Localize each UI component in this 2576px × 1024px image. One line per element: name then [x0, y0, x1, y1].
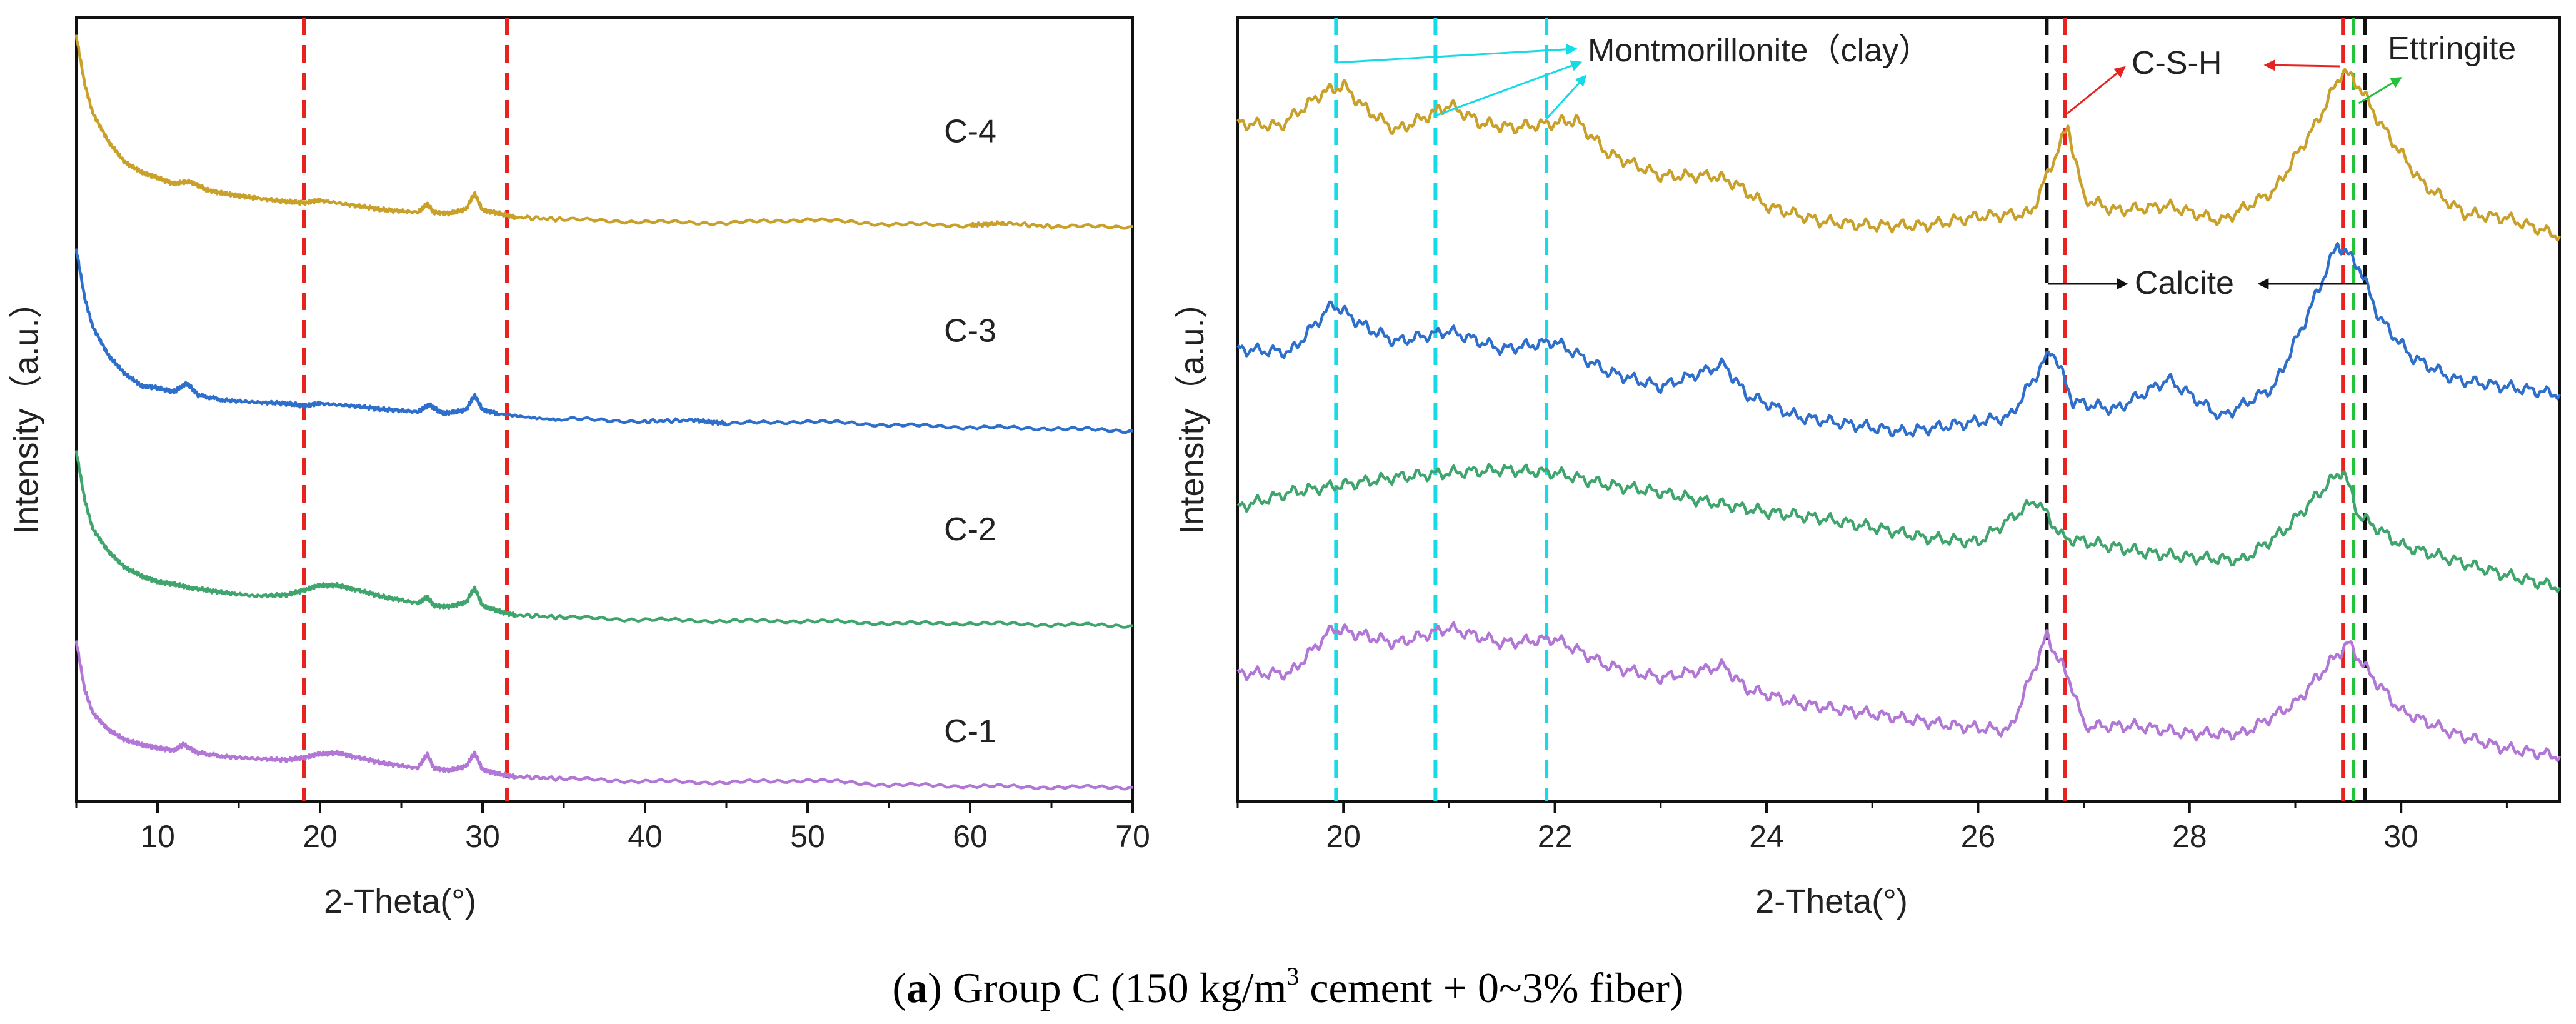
annotation-ettringite: Ettringite [2388, 31, 2516, 67]
series-label: C-4 [944, 114, 996, 150]
x-tick-label: 24 [1749, 819, 1784, 854]
arrow-montmorillonite [1435, 60, 1583, 117]
series-line-C-2 [74, 450, 1133, 629]
series-label: C-1 [944, 713, 996, 750]
x-tick-label: 70 [1115, 819, 1150, 854]
plot-frame [75, 16, 1134, 803]
annotation-calcite: Calcite [2135, 265, 2234, 301]
caption-letter: a [906, 964, 928, 1011]
x-tick-label: 50 [790, 819, 825, 854]
y-axis-label: Intensity（a.u.） [1173, 284, 1211, 534]
right-xrd-panel: 20 22 24 26 28 30 2-Theta(°) Intensity（a.u.） Mon… [1173, 16, 2562, 920]
x-tick-label: 60 [953, 819, 988, 854]
left-xrd-panel: 10 20 30 40 50 60 70 2-Theta(°) Intensity（a.u.） C… [8, 16, 1150, 920]
series-line-C-3 [74, 248, 1133, 434]
figure-caption: (a) Group C (150 kg/m3 cement + 0~3% fib… [892, 962, 1684, 1011]
x-tick-label: 30 [2383, 819, 2418, 854]
series-line-C-1 [74, 640, 1133, 791]
x-tick-label: 20 [303, 819, 338, 854]
x-tick-label: 40 [628, 819, 663, 854]
x-tick-label: 30 [465, 819, 500, 854]
plot-frame [1236, 16, 2561, 803]
series-label: C-3 [944, 313, 996, 349]
x-tick-label: 26 [1961, 819, 1996, 854]
arrow-csh-2 [2263, 59, 2340, 71]
series-label: C-2 [944, 511, 996, 548]
annotation-csh: C-S-H [2132, 45, 2222, 81]
series-line-C-3 [1236, 241, 2562, 438]
arrow-csh [2066, 66, 2126, 115]
caption-suffix: cement + 0~3% fiber) [1299, 964, 1684, 1011]
series-line-C-2 [1236, 463, 2562, 593]
caption-superscript: 3 [1286, 962, 1300, 990]
y-axis-label: Intensity（a.u.） [8, 284, 45, 534]
arrow-montmorillonite [1336, 43, 1578, 64]
series-line-C-1 [1236, 621, 2562, 763]
annotation-montmorillonite: Montmorillonite（clay） [1588, 33, 1931, 69]
x-tick-label: 20 [1326, 819, 1361, 854]
series-line-C-4 [74, 34, 1133, 230]
series-line-C-4 [1236, 68, 2561, 242]
arrow-montmorillonite [1545, 74, 1587, 120]
x-axis-label: 2-Theta(°) [324, 883, 476, 920]
x-tick-label: 22 [1538, 819, 1573, 854]
x-tick-label: 10 [140, 819, 175, 854]
caption-prefix: Group C (150 kg/m [952, 964, 1287, 1011]
x-tick-label: 28 [2172, 819, 2207, 854]
arrow-ettringite [2358, 77, 2403, 104]
x-axis-label: 2-Theta(°) [1755, 883, 1908, 920]
